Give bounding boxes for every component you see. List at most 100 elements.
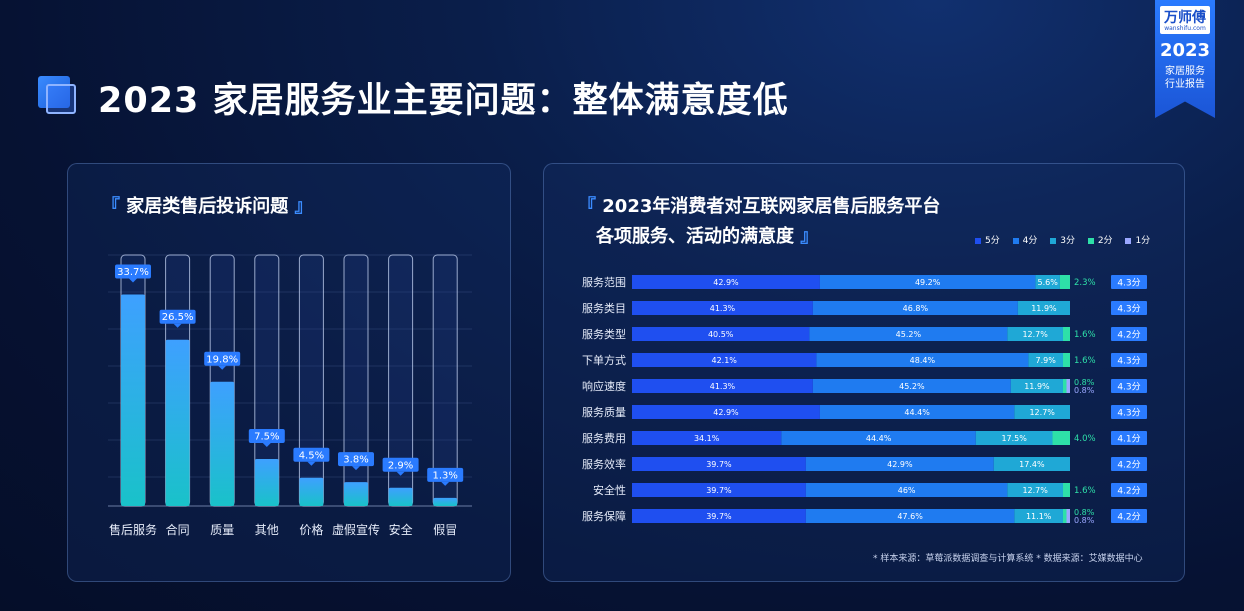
bar-segment [781,431,976,445]
legend-item-4: 4分 [1012,233,1038,246]
row-label: 服务范围 [582,275,626,289]
row-label: 服务效率 [582,457,626,471]
data-label-pointer [262,442,271,447]
satisfaction-panel-title-line-2: 各项服务、活动的满意度 』 [596,226,819,247]
data-label-bg [382,457,419,472]
legend-item-5: 5分 [975,233,1000,246]
bar [210,381,235,506]
brand-badge: 万师傅 wanshifu.com 2023 家居服务 行业报告 [1155,0,1215,118]
score-label: 4.2分 [1117,486,1140,497]
segment-label: 41.3% [710,382,736,391]
bar [344,482,368,506]
legend-label-5: 5分 [985,236,1000,246]
data-label-bg [115,264,151,279]
title-icon [38,76,78,116]
bar-segment [1062,483,1070,497]
score-label: 4.3分 [1117,278,1140,289]
segment-label: 40.5% [708,330,734,339]
category-label: 售后服务 [109,522,157,537]
score-badge [1111,431,1147,445]
brand-logo-text: 万师傅 [1164,10,1206,26]
legend-swatch-3 [1050,237,1057,244]
segment-label: 11.9% [1024,382,1050,391]
complaints-panel-title: 『 家居类售后投诉问题 』 [102,196,313,217]
bar-segment [632,457,806,471]
complaints-title-text: 家居类售后投诉问题 [126,196,289,217]
brand-logo-sub: wanshifu.com [1164,25,1206,32]
category-label: 假冒 [433,523,457,537]
data-label: 2.9% [388,460,413,471]
badge-line-1: 家居服务 [1165,66,1205,77]
bar-segment [1066,509,1070,523]
bar-segment [1028,353,1063,367]
bar-segment [1062,509,1067,523]
data-label-bg [248,428,285,443]
bar-segment [632,431,782,445]
score-label: 4.2分 [1117,330,1140,341]
page-title: 2023 家居服务业主要问题：整体满意度低 [98,81,789,121]
score-badge [1111,405,1147,419]
legend-item-2: 2分 [1087,233,1113,246]
bar-segment [632,353,817,367]
score-label: 4.3分 [1117,408,1140,419]
segment-label: 45.2% [896,330,922,339]
score-label: 4.3分 [1117,304,1140,315]
row-label: 服务保障 [582,509,626,523]
bar-segment [1059,275,1070,289]
tail-label: 0.8% [1074,508,1095,517]
row-label: 服务类型 [582,327,626,341]
bar [165,339,190,506]
data-label: 1.3% [432,470,457,481]
legend-label-2: 2分 [1097,236,1113,246]
badge-line-2: 行业报告 [1165,79,1205,90]
bar [388,487,413,506]
segment-label: 44.4% [904,408,930,417]
satisfaction-title-text-1: 2023年消费者对互联网家居售后服务平台 [602,196,941,217]
data-label: 19.8% [206,354,238,365]
segment-label: 42.9% [713,278,739,287]
bar-segment [1014,509,1063,523]
bar-segment [1052,431,1070,445]
row-label: 服务类目 [582,301,626,315]
data-label-pointer [396,471,405,476]
legend-label-4: 4分 [1022,236,1038,246]
score-badge [1111,509,1147,523]
legend-item-1: 1分 [1125,233,1150,246]
segment-label: 12.7% [1029,408,1055,417]
data-label-bg [293,447,330,462]
score-badge [1111,275,1147,289]
satisfaction-panel-title-line-1: 『 2023年消费者对互联网家居售后服务平台 [578,196,941,217]
legend-swatch-4 [1012,237,1019,244]
segment-label: 46.8% [903,304,929,313]
bar-segment [1007,483,1063,497]
bar-segment [819,275,1036,289]
category-label: 其他 [255,523,279,537]
category-label: 质量 [210,523,234,537]
row-label: 下单方式 [582,353,626,367]
tail-label: 1.6% [1074,356,1096,366]
data-label-bg [204,351,241,366]
bar-segment [993,457,1070,471]
score-badge [1111,353,1147,367]
segment-label: 42.1% [711,356,737,365]
bar [254,458,279,506]
tail-label: 0.8% [1074,516,1095,525]
badge-year: 2023 [1159,40,1211,61]
segment-label: 41.3% [710,304,736,313]
segment-label: 12.7% [1022,330,1048,339]
score-label: 4.2分 [1117,460,1140,471]
satisfaction-legend: 5分 4分 3分 2分 1分 [965,233,1150,246]
data-label: 7.5% [254,431,279,442]
bar-segment [816,353,1029,367]
segment-label: 5.6% [1037,278,1058,287]
bar-segment [819,405,1015,419]
bar-segment [632,483,806,497]
bar-segment [812,301,1018,315]
segment-label: 45.2% [899,382,925,391]
segment-label: 47.6% [897,512,923,521]
data-label: 3.8% [343,455,368,466]
bar [299,477,324,506]
tail-label: 1.6% [1074,330,1096,340]
tail-label: 0.8% [1074,386,1095,395]
category-label: 合同 [166,522,190,537]
